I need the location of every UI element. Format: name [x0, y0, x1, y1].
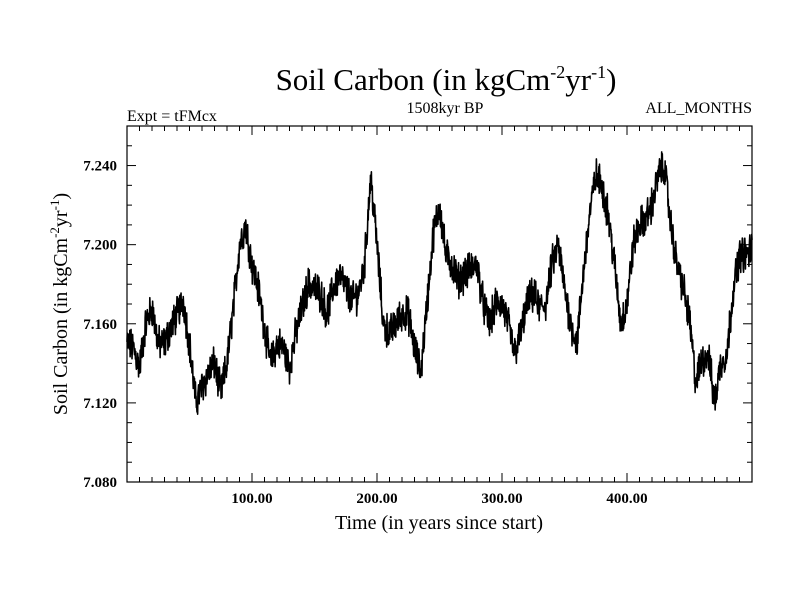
y-axis-label-end: ) — [50, 193, 72, 200]
x-axis-label: Time (in years since start) — [335, 512, 543, 534]
chart-title-end: ) — [606, 62, 616, 97]
y-tick-label: 7.120 — [83, 396, 117, 412]
chart-title: Soil Carbon (in kgCm-2yr-1) — [276, 62, 617, 97]
y-tick-label: 7.080 — [83, 475, 117, 491]
y-axis-label-exponent-2: -1 — [47, 200, 62, 211]
y-axis-label-mid: yr — [50, 210, 72, 227]
soil-carbon-series-line — [126, 151, 753, 415]
tick-labels: 100.00 200.00 300.00 400.00 7.080 7.120 7.160 7… — [83, 159, 647, 507]
y-axis-label: Soil Carbon (in kgCm-2yr-1) — [47, 193, 72, 415]
x-tick-label: 100.00 — [231, 491, 272, 507]
y-tick-label: 7.160 — [83, 317, 117, 333]
chart-title-exponent-1: -2 — [550, 62, 565, 82]
chart-title-mid: yr — [565, 62, 592, 97]
y-tick-label: 7.240 — [83, 159, 117, 175]
chart-title-exponent-2: -1 — [591, 62, 606, 82]
y-tick-label: 7.200 — [83, 238, 117, 254]
x-tick-label: 400.00 — [606, 491, 647, 507]
x-tick-label: 200.00 — [356, 491, 397, 507]
y-axis-label-exponent-1: -2 — [47, 227, 62, 238]
y-axis-label-main: Soil Carbon (in kgCm — [50, 237, 72, 415]
period-label: 1508kyr BP — [407, 100, 484, 117]
x-tick-label: 300.00 — [481, 491, 522, 507]
months-label: ALL_MONTHS — [645, 100, 752, 117]
experiment-label: Expt = tFMcx — [127, 108, 217, 125]
chart-title-main: Soil Carbon (in kgCm — [276, 62, 551, 97]
